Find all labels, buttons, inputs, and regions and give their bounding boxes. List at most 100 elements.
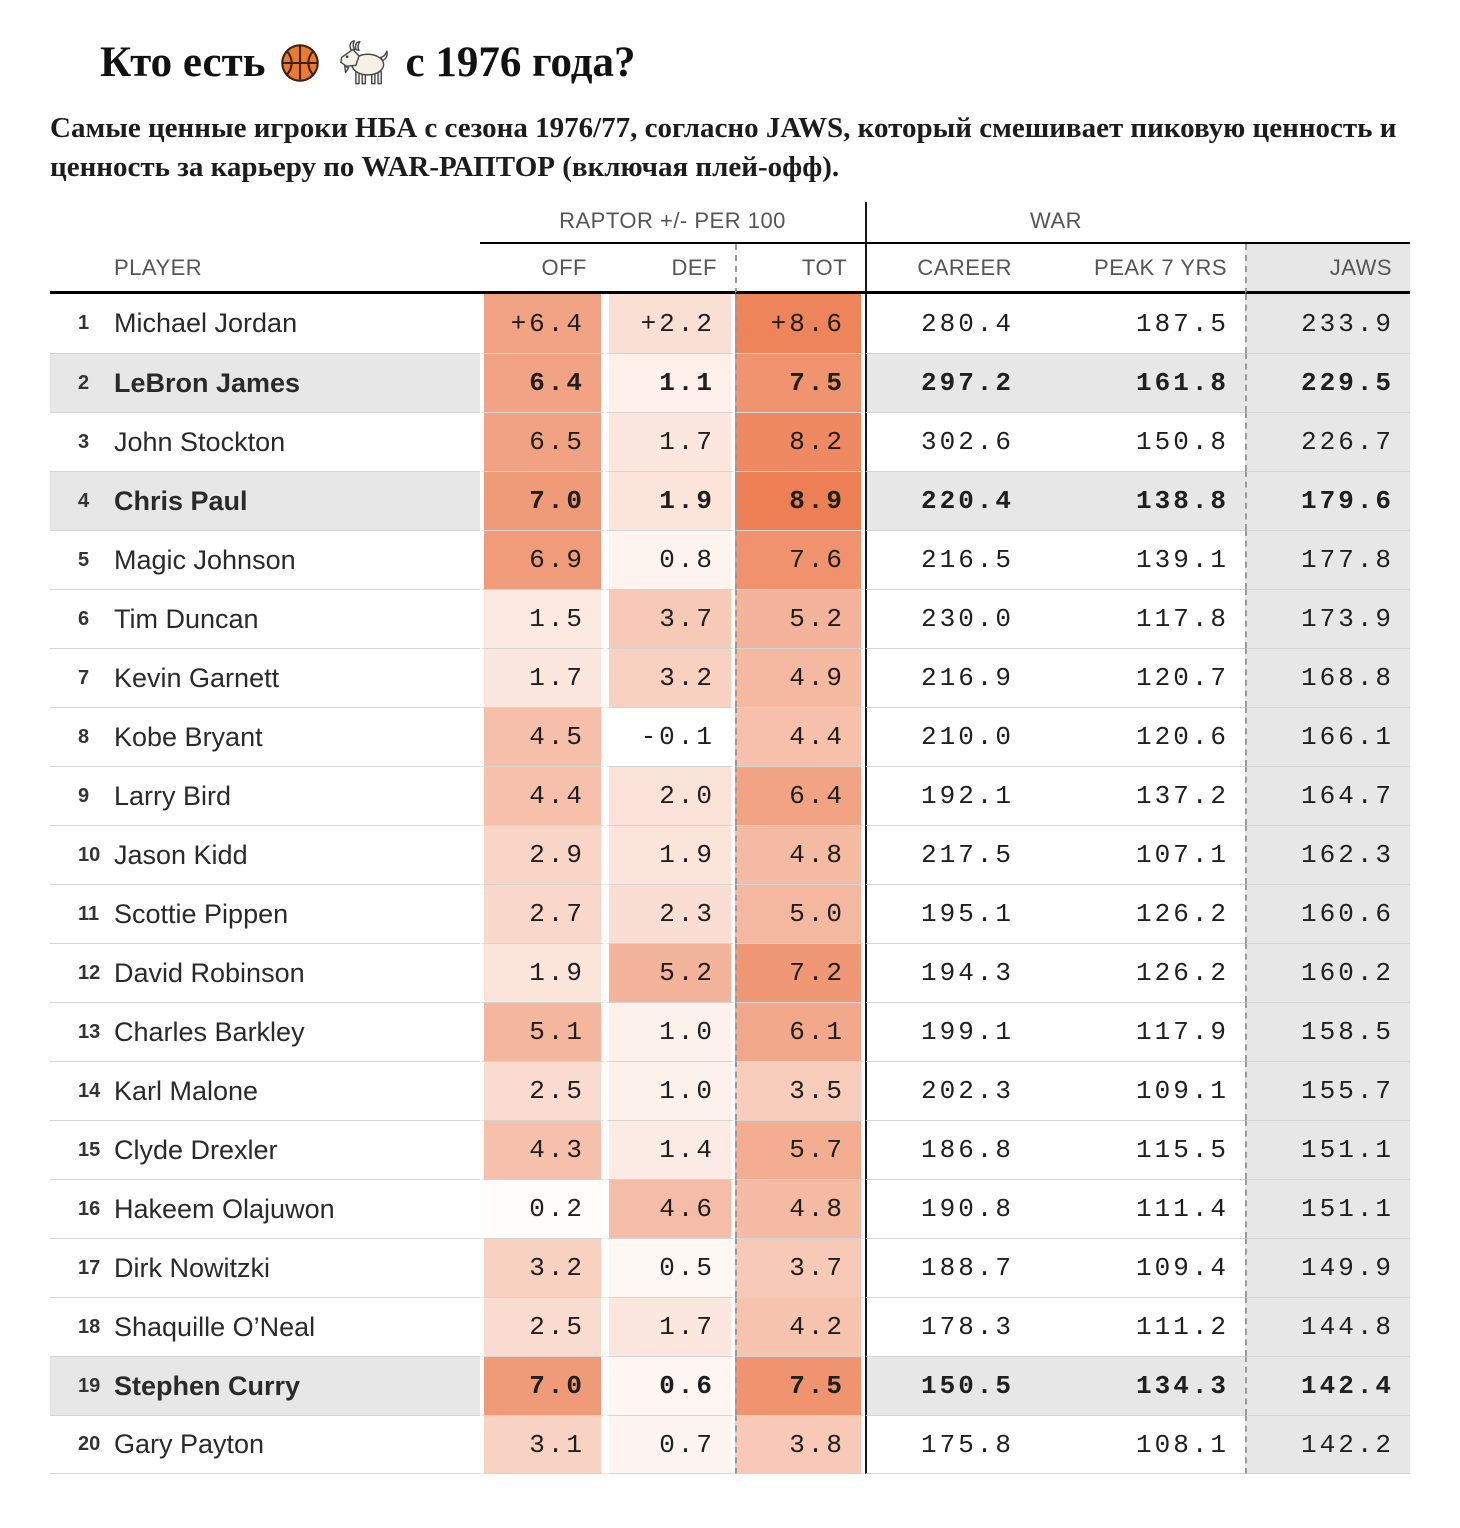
player-name-cell: Chris Paul	[110, 471, 480, 530]
players-table-wrap: RAPTOR +/- PER 100 WAR PLAYER OFF DEF TO…	[50, 202, 1411, 1475]
jaws-cell: 233.9	[1245, 294, 1411, 354]
tot-cell: 6.4	[735, 766, 866, 826]
def-cell: 1.9	[605, 825, 735, 885]
table-row: 5 Magic Johnson 6.9 0.8 7.6 216.5 139.1 …	[50, 530, 1411, 590]
off-cell: 3.2	[480, 1238, 605, 1298]
tot-cell: 7.6	[735, 530, 866, 590]
career-cell: 220.4	[865, 471, 1031, 531]
rank-cell: 10	[50, 825, 110, 884]
player-name-cell: Dirk Nowitzki	[110, 1238, 480, 1297]
rank-cell: 20	[50, 1415, 110, 1475]
table-row: 18 Shaquille O’Neal 2.5 1.7 4.2 178.3 11…	[50, 1297, 1411, 1357]
peak-cell: 111.4	[1030, 1179, 1246, 1238]
off-cell: 3.1	[480, 1415, 605, 1475]
off-cell: 2.9	[480, 825, 605, 885]
tot-cell: 7.5	[735, 1356, 866, 1416]
career-cell: 194.3	[865, 943, 1031, 1003]
career-cell: 210.0	[865, 707, 1031, 767]
table-row: 2 LeBron James 6.4 1.1 7.5 297.2 161.8 2…	[50, 353, 1411, 413]
off-column-header: OFF	[480, 244, 605, 295]
table-row: 19 Stephen Curry 7.0 0.6 7.5 150.5 134.3…	[50, 1356, 1411, 1416]
rank-cell: 16	[50, 1179, 110, 1238]
off-cell: +6.4	[480, 294, 605, 354]
page-title: Кто есть	[100, 38, 1410, 87]
tot-column-header: TOT	[735, 244, 866, 295]
group-header-row: RAPTOR +/- PER 100 WAR	[50, 202, 1411, 245]
tot-cell: 5.0	[735, 884, 866, 944]
table-row: 6 Tim Duncan 1.5 3.7 5.2 230.0 117.8 173…	[50, 589, 1411, 649]
peak-cell: 126.2	[1030, 884, 1246, 943]
player-name-cell: Tim Duncan	[110, 589, 480, 648]
peak-cell: 115.5	[1030, 1120, 1246, 1179]
peak-column-header: PEAK 7 YRS	[1030, 244, 1246, 295]
jaws-cell: 173.9	[1245, 589, 1411, 649]
peak-cell: 137.2	[1030, 766, 1246, 825]
off-cell: 6.4	[480, 353, 605, 413]
career-cell: 186.8	[865, 1120, 1031, 1180]
player-name-cell: Scottie Pippen	[110, 884, 480, 943]
page: Кто есть	[50, 38, 1411, 1475]
tot-cell: 3.8	[735, 1415, 866, 1475]
tot-cell: 4.8	[735, 1179, 866, 1239]
def-cell: 3.7	[605, 589, 735, 649]
career-cell: 195.1	[865, 884, 1031, 944]
peak-cell: 134.3	[1030, 1356, 1246, 1415]
jaws-cell: 166.1	[1245, 707, 1411, 767]
table-row: 13 Charles Barkley 5.1 1.0 6.1 199.1 117…	[50, 1002, 1411, 1062]
tot-cell: 4.2	[735, 1297, 866, 1357]
jaws-cell: 229.5	[1245, 353, 1411, 413]
jaws-cell: 160.6	[1245, 884, 1411, 944]
def-cell: 1.7	[605, 1297, 735, 1357]
jaws-cell: 151.1	[1245, 1120, 1411, 1180]
peak-cell: 117.9	[1030, 1002, 1246, 1061]
career-cell: 199.1	[865, 1002, 1031, 1062]
peak-cell: 161.8	[1030, 353, 1246, 412]
group-spacer	[50, 202, 480, 244]
tot-cell: 7.2	[735, 943, 866, 1003]
player-name-cell: Hakeem Olajuwon	[110, 1179, 480, 1238]
jaws-column-header: JAWS	[1245, 244, 1411, 295]
player-name-cell: Gary Payton	[110, 1415, 480, 1475]
table-row: 15 Clyde Drexler 4.3 1.4 5.7 186.8 115.5…	[50, 1120, 1411, 1180]
career-cell: 216.9	[865, 648, 1031, 708]
peak-cell: 111.2	[1030, 1297, 1246, 1356]
rank-cell: 4	[50, 471, 110, 530]
tot-cell: 6.1	[735, 1002, 866, 1062]
rank-cell: 9	[50, 766, 110, 825]
jaws-cell: 226.7	[1245, 412, 1411, 472]
def-cell: 1.0	[605, 1061, 735, 1121]
rank-cell: 1	[78, 312, 90, 335]
jaws-cell: 168.8	[1245, 648, 1411, 708]
def-cell: 0.6	[605, 1356, 735, 1416]
career-cell: 280.4	[865, 294, 1030, 354]
def-cell: 4.6	[605, 1179, 735, 1239]
player-name-cell: Magic Johnson	[110, 530, 480, 589]
off-cell: 1.9	[480, 943, 605, 1003]
rank-cell: 18	[50, 1297, 110, 1356]
table-row: 20 Gary Payton 3.1 0.7 3.8 175.8 108.1 1…	[50, 1415, 1411, 1475]
group-header-jaws-spacer	[1245, 202, 1411, 245]
jaws-cell: 142.4	[1245, 1356, 1411, 1416]
def-cell: 1.4	[605, 1120, 735, 1180]
rank-cell: 2	[50, 353, 110, 412]
player-name-cell: David Robinson	[110, 943, 480, 1002]
jaws-cell: 155.7	[1245, 1061, 1411, 1121]
peak-cell: 187.5	[1136, 308, 1230, 339]
rank-cell: 8	[50, 707, 110, 766]
rank-cell: 19	[50, 1356, 110, 1415]
tot-cell: 7.5	[735, 353, 866, 413]
def-cell: 2.0	[605, 766, 735, 826]
def-cell: 0.8	[605, 530, 735, 590]
rank-cell: 14	[50, 1061, 110, 1120]
rank-cell: 3	[50, 412, 110, 471]
career-cell: 178.3	[865, 1297, 1031, 1357]
player-name-cell: LeBron James	[110, 353, 480, 412]
tot-cell: 4.9	[735, 648, 866, 708]
group-header-raptor: RAPTOR +/- PER 100	[480, 202, 866, 245]
peak-cell: 150.8	[1030, 412, 1246, 471]
peak-cell: 139.1	[1030, 530, 1246, 589]
off-cell: 6.5	[480, 412, 605, 472]
player-name-cell: Shaquille O’Neal	[110, 1297, 480, 1356]
off-cell: 5.1	[480, 1002, 605, 1062]
table-row: 16 Hakeem Olajuwon 0.2 4.6 4.8 190.8 111…	[50, 1179, 1411, 1239]
